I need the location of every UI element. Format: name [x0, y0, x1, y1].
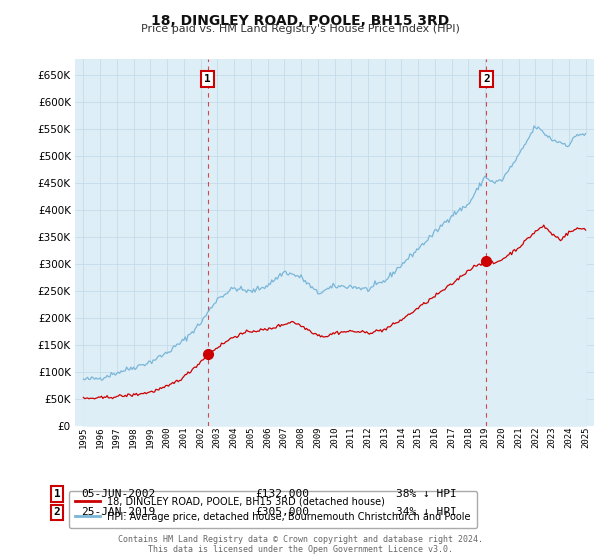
Text: £305,000: £305,000	[255, 507, 309, 517]
Legend: 18, DINGLEY ROAD, POOLE, BH15 3RD (detached house), HPI: Average price, detached: 18, DINGLEY ROAD, POOLE, BH15 3RD (detac…	[70, 491, 477, 528]
Text: 25-JAN-2019: 25-JAN-2019	[81, 507, 155, 517]
Text: 34% ↓ HPI: 34% ↓ HPI	[396, 507, 457, 517]
Text: £132,000: £132,000	[255, 489, 309, 499]
Text: 18, DINGLEY ROAD, POOLE, BH15 3RD: 18, DINGLEY ROAD, POOLE, BH15 3RD	[151, 14, 449, 28]
Text: 1: 1	[205, 74, 211, 84]
Text: Price paid vs. HM Land Registry's House Price Index (HPI): Price paid vs. HM Land Registry's House …	[140, 24, 460, 34]
Text: 2: 2	[483, 74, 490, 84]
Text: 05-JUN-2002: 05-JUN-2002	[81, 489, 155, 499]
Text: Contains HM Land Registry data © Crown copyright and database right 2024.: Contains HM Land Registry data © Crown c…	[118, 535, 482, 544]
Text: 1: 1	[53, 489, 61, 499]
Text: 38% ↓ HPI: 38% ↓ HPI	[396, 489, 457, 499]
Text: 2: 2	[53, 507, 61, 517]
Text: This data is licensed under the Open Government Licence v3.0.: This data is licensed under the Open Gov…	[148, 545, 452, 554]
